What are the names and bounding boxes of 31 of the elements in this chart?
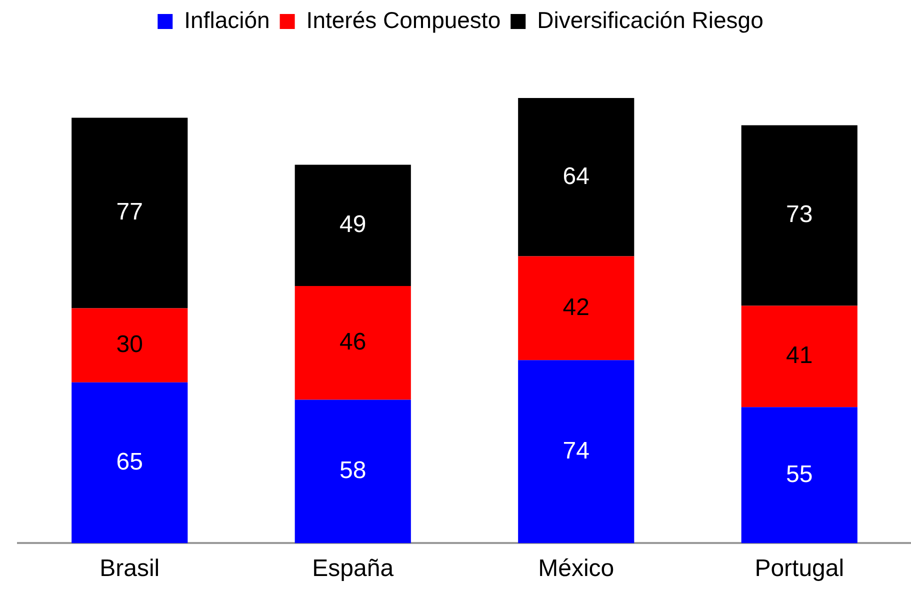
data-label: 64 [562, 162, 590, 190]
data-label: 55 [786, 460, 813, 488]
x-tick-label: México [538, 555, 614, 582]
data-label: 65 [116, 448, 143, 476]
bar [518, 256, 634, 360]
x-tick-label: Portugal [754, 555, 844, 582]
data-label: 73 [786, 201, 813, 228]
legend-label: Diversificación Riesgo [537, 6, 764, 33]
data-label: 42 [562, 294, 590, 321]
data-label: 77 [116, 198, 143, 226]
bar [72, 382, 188, 544]
bar [294, 286, 411, 400]
bar [741, 407, 858, 544]
data-label: 74 [562, 437, 590, 464]
data-label: 46 [340, 328, 366, 356]
bar [741, 125, 858, 306]
bar [294, 164, 411, 286]
legend-label: Inflación [184, 6, 270, 33]
bar [72, 308, 188, 382]
x-tick-label: España [312, 555, 394, 582]
legend-label: Interés Compuesto [306, 6, 501, 33]
bar [741, 306, 858, 408]
data-label: 30 [116, 330, 143, 358]
bar [294, 400, 411, 544]
x-tick-label: Brasil [100, 555, 160, 582]
data-label: 41 [786, 342, 813, 370]
bar [518, 360, 634, 544]
data-label: 58 [340, 457, 366, 484]
data-label: 49 [340, 211, 366, 238]
bar [72, 118, 188, 308]
bar [518, 98, 634, 256]
